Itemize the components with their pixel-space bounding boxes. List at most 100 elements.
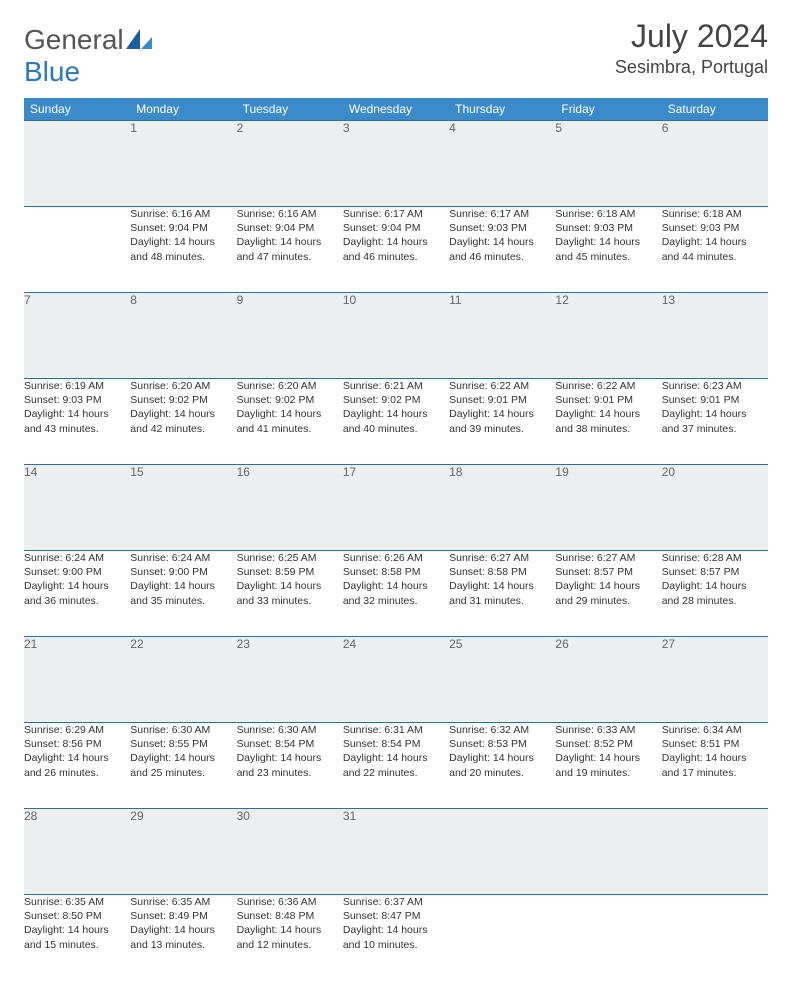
- detail-line: and 32 minutes.: [343, 594, 449, 608]
- day-details: Sunrise: 6:24 AMSunset: 9:00 PMDaylight:…: [24, 551, 130, 608]
- detail-line: and 35 minutes.: [130, 594, 236, 608]
- detail-line: Daylight: 14 hours: [24, 923, 130, 937]
- detail-line: Sunset: 8:58 PM: [449, 565, 555, 579]
- detail-line: Sunset: 9:01 PM: [662, 393, 768, 407]
- logo-word-1: General: [24, 24, 124, 55]
- day-content-cell: Sunrise: 6:35 AMSunset: 8:50 PMDaylight:…: [24, 895, 130, 981]
- detail-line: Daylight: 14 hours: [130, 751, 236, 765]
- detail-line: Sunrise: 6:25 AM: [237, 551, 343, 565]
- day-number-cell: 25: [449, 637, 555, 723]
- page-header: General Blue July 2024 Sesimbra, Portuga…: [24, 18, 768, 88]
- detail-line: Daylight: 14 hours: [555, 579, 661, 593]
- day-content-cell: Sunrise: 6:17 AMSunset: 9:04 PMDaylight:…: [343, 207, 449, 293]
- week-content-row: Sunrise: 6:24 AMSunset: 9:00 PM Daylight:…: [24, 551, 768, 637]
- detail-line: Sunset: 8:49 PM: [130, 909, 236, 923]
- detail-line: Sunrise: 6:19 AM: [24, 379, 130, 393]
- detail-line: Sunrise: 6:20 AM: [130, 379, 236, 393]
- detail-line: Sunrise: 6:23 AM: [662, 379, 768, 393]
- day-number-cell: 30: [237, 809, 343, 895]
- day-content-cell: Sunrise: 6:35 AMSunset: 8:49 PMDaylight:…: [130, 895, 236, 981]
- day-header-row: Sunday Monday Tuesday Wednesday Thursday…: [24, 98, 768, 121]
- detail-line: Sunrise: 6:22 AM: [449, 379, 555, 393]
- title-block: July 2024 Sesimbra, Portugal: [615, 18, 768, 78]
- detail-line: Daylight: 14 hours: [555, 751, 661, 765]
- detail-line: Daylight: 14 hours: [555, 407, 661, 421]
- detail-line: and 41 minutes.: [237, 422, 343, 436]
- detail-line: and 28 minutes.: [662, 594, 768, 608]
- detail-line: and 36 minutes.: [24, 594, 130, 608]
- day-content-cell: Sunrise: 6:19 AMSunset: 9:03 PMDaylight:…: [24, 379, 130, 465]
- day-details: Sunrise: 6:22 AMSunset: 9:01 PMDaylight:…: [555, 379, 661, 436]
- detail-line: and 38 minutes.: [555, 422, 661, 436]
- day-number-cell: 21: [24, 637, 130, 723]
- day-header: Sunday: [24, 98, 130, 121]
- detail-line: Sunrise: 6:24 AM: [24, 551, 130, 565]
- day-number-cell: 6: [662, 121, 768, 207]
- detail-line: Sunset: 9:02 PM: [237, 393, 343, 407]
- detail-line: Sunrise: 6:35 AM: [24, 895, 130, 909]
- detail-line: Sunset: 8:54 PM: [237, 737, 343, 751]
- day-details: Sunrise: 6:27 AMSunset: 8:58 PMDaylight:…: [449, 551, 555, 608]
- day-details: Sunrise: 6:34 AMSunset: 8:51 PMDaylight:…: [662, 723, 768, 780]
- day-number-cell: 3: [343, 121, 449, 207]
- day-number-cell: 22: [130, 637, 236, 723]
- detail-line: Daylight: 14 hours: [343, 407, 449, 421]
- detail-line: and 39 minutes.: [449, 422, 555, 436]
- detail-line: Sunset: 8:53 PM: [449, 737, 555, 751]
- day-number-cell: 10: [343, 293, 449, 379]
- day-number-cell: 9: [237, 293, 343, 379]
- day-details: Sunrise: 6:29 AMSunset: 8:56 PMDaylight:…: [24, 723, 130, 780]
- month-title: July 2024: [615, 18, 768, 55]
- detail-line: Sunrise: 6:28 AM: [662, 551, 768, 565]
- detail-line: Sunset: 9:04 PM: [343, 221, 449, 235]
- day-number-cell: 16: [237, 465, 343, 551]
- day-details: Sunrise: 6:35 AMSunset: 8:49 PMDaylight:…: [130, 895, 236, 952]
- detail-line: Daylight: 14 hours: [24, 751, 130, 765]
- detail-line: Daylight: 14 hours: [662, 235, 768, 249]
- detail-line: Sunset: 9:04 PM: [237, 221, 343, 235]
- day-content-cell: Sunrise: 6:25 AMSunset: 8:59 PMDaylight:…: [237, 551, 343, 637]
- detail-line: Daylight: 14 hours: [449, 235, 555, 249]
- detail-line: and 15 minutes.: [24, 938, 130, 952]
- day-details: Sunrise: 6:17 AMSunset: 9:03 PMDaylight:…: [449, 207, 555, 264]
- detail-line: Sunrise: 6:33 AM: [555, 723, 661, 737]
- day-number-cell: 26: [555, 637, 661, 723]
- detail-line: Sunrise: 6:29 AM: [24, 723, 130, 737]
- detail-line: Sunset: 9:00 PM: [24, 565, 130, 579]
- logo-word-2: Blue: [24, 56, 80, 87]
- detail-line: Sunset: 8:54 PM: [343, 737, 449, 751]
- detail-line: Sunrise: 6:17 AM: [449, 207, 555, 221]
- day-header: Wednesday: [343, 98, 449, 121]
- day-details: Sunrise: 6:21 AMSunset: 9:02 PMDaylight:…: [343, 379, 449, 436]
- week-content-row: Sunrise: 6:16 AMSunset: 9:04 PMDaylight:…: [24, 207, 768, 293]
- day-content-cell: Sunrise: 6:28 AMSunset: 8:57 PMDaylight:…: [662, 551, 768, 637]
- detail-line: Daylight: 14 hours: [237, 751, 343, 765]
- day-details: Sunrise: 6:25 AMSunset: 8:59 PMDaylight:…: [237, 551, 343, 608]
- detail-line: Daylight: 14 hours: [662, 579, 768, 593]
- logo-text: General Blue: [24, 24, 152, 88]
- detail-line: Daylight: 14 hours: [343, 923, 449, 937]
- day-details: Sunrise: 6:30 AMSunset: 8:55 PMDaylight:…: [130, 723, 236, 780]
- calendar-tbody: 123456Sunrise: 6:16 AMSunset: 9:04 PMDay…: [24, 121, 768, 981]
- detail-line: Daylight: 14 hours: [555, 235, 661, 249]
- detail-line: and 31 minutes.: [449, 594, 555, 608]
- detail-line: and 17 minutes.: [662, 766, 768, 780]
- day-details: Sunrise: 6:22 AMSunset: 9:01 PMDaylight:…: [449, 379, 555, 436]
- day-number-cell: 7: [24, 293, 130, 379]
- day-number-cell: 5: [555, 121, 661, 207]
- detail-line: Sunset: 9:03 PM: [449, 221, 555, 235]
- day-header: Monday: [130, 98, 236, 121]
- detail-line: Sunset: 8:52 PM: [555, 737, 661, 751]
- week-daynum-row: 123456: [24, 121, 768, 207]
- detail-line: Sunrise: 6:27 AM: [449, 551, 555, 565]
- calendar-thead: Sunday Monday Tuesday Wednesday Thursday…: [24, 98, 768, 121]
- detail-line: Daylight: 14 hours: [237, 579, 343, 593]
- day-number-cell: 8: [130, 293, 236, 379]
- detail-line: Sunset: 9:02 PM: [343, 393, 449, 407]
- detail-line: Sunset: 8:55 PM: [130, 737, 236, 751]
- detail-line: and 10 minutes.: [343, 938, 449, 952]
- day-content-cell: Sunrise: 6:27 AMSunset: 8:57 PMDaylight:…: [555, 551, 661, 637]
- day-details: Sunrise: 6:18 AMSunset: 9:03 PMDaylight:…: [555, 207, 661, 264]
- detail-line: Sunrise: 6:31 AM: [343, 723, 449, 737]
- detail-line: Daylight: 14 hours: [130, 923, 236, 937]
